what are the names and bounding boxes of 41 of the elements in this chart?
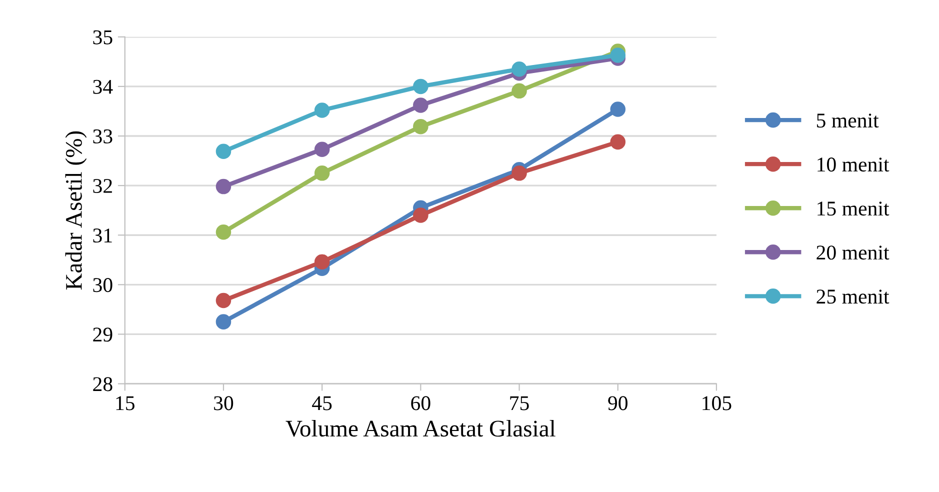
point — [413, 208, 428, 223]
point — [610, 48, 626, 63]
legend-label: 15 menit — [818, 202, 890, 216]
legend-label: 20 menit — [816, 246, 890, 260]
point — [216, 224, 232, 240]
legend-label: 10 menit — [818, 158, 890, 172]
point — [314, 166, 330, 181]
point — [216, 144, 232, 160]
x-tick-label: 90 — [608, 396, 628, 410]
x-tick-label: 105 — [702, 396, 732, 410]
point — [413, 118, 428, 134]
point — [314, 102, 330, 118]
y-tick-label: 31 — [93, 228, 112, 243]
point — [512, 61, 527, 77]
point — [610, 134, 626, 150]
point — [512, 83, 527, 99]
point — [512, 166, 527, 181]
y-tick-label: 29 — [93, 328, 112, 342]
legend-label: 5 menit — [817, 114, 879, 128]
x-tick-label: 15 — [116, 396, 134, 410]
point — [216, 178, 232, 194]
point — [610, 102, 626, 117]
y-tick-label: 35 — [93, 30, 112, 44]
point — [413, 78, 428, 94]
point — [216, 292, 232, 308]
y-tick-label: 32 — [93, 178, 112, 193]
point — [413, 98, 428, 113]
y-tick-label: 33 — [93, 129, 112, 144]
x-tick-label: 60 — [411, 396, 430, 410]
x-tick-label: 45 — [312, 396, 332, 410]
point — [314, 142, 330, 158]
y-tick-label: 34 — [93, 80, 113, 94]
x-tick-label: 30 — [214, 396, 234, 410]
point — [314, 254, 330, 270]
point — [216, 314, 232, 330]
x-tick-label: 75 — [510, 396, 529, 410]
y-tick-label: 28 — [93, 377, 112, 392]
legend-label: 25 menit — [816, 290, 890, 304]
y-tick-label: 30 — [93, 278, 112, 292]
x-axis-title: Volume Asam Asetat Glasial — [286, 420, 556, 437]
y-axis-title: Kadar Asetil (%) — [65, 131, 87, 290]
